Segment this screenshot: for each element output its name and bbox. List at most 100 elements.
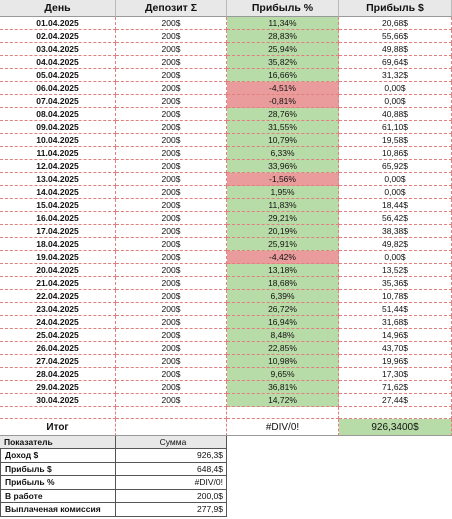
data-row: 24.04.2025 200$ 16,94% 31,68$	[0, 316, 452, 329]
profit-amount: 31,68$	[339, 316, 452, 329]
date: 24.04.2025	[0, 316, 116, 329]
data-row: 29.04.2025 200$ 36,81% 71,62$	[0, 381, 452, 394]
profit-amount: 0,00$	[339, 82, 452, 95]
deposit: 200$	[116, 355, 227, 368]
column-header: День	[0, 0, 116, 17]
profit-percent: 26,72%	[227, 303, 339, 316]
deposit: 200$	[116, 277, 227, 290]
data-row: 17.04.2025 200$ 20,19% 38,38$	[0, 225, 452, 238]
date: 22.04.2025	[0, 290, 116, 303]
summary-row: Доход $926,3$	[0, 449, 227, 463]
data-row: 20.04.2025 200$ 13,18% 13,52$	[0, 264, 452, 277]
deposit: 200$	[116, 316, 227, 329]
data-row: 01.04.2025 200$ 11,34% 20,68$	[0, 17, 452, 30]
profit-percent: -4,42%	[227, 251, 339, 264]
profit-percent: 6,33%	[227, 147, 339, 160]
profit-amount: 31,32$	[339, 69, 452, 82]
data-row: 10.04.2025 200$ 10,79% 19,58$	[0, 134, 452, 147]
deposit: 200$	[116, 186, 227, 199]
profit-amount: 69,64$	[339, 56, 452, 69]
profit-amount: 14,96$	[339, 329, 452, 342]
profit-amount: 38,38$	[339, 225, 452, 238]
data-row: 02.04.2025 200$ 28,83% 55,66$	[0, 30, 452, 43]
profit-percent: 16,66%	[227, 69, 339, 82]
date: 01.04.2025	[0, 17, 116, 30]
profit-amount: 10,78$	[339, 290, 452, 303]
deposit: 200$	[116, 56, 227, 69]
date: 04.04.2025	[0, 56, 116, 69]
deposit: 200$	[116, 30, 227, 43]
date: 30.04.2025	[0, 394, 116, 407]
total-profit: 926,3400$	[339, 419, 452, 436]
data-row: 30.04.2025 200$ 14,72% 27,44$	[0, 394, 452, 407]
profit-amount: 13,52$	[339, 264, 452, 277]
deposit: 200$	[116, 199, 227, 212]
profit-percent: 28,76%	[227, 108, 339, 121]
data-row: 23.04.2025 200$ 26,72% 51,44$	[0, 303, 452, 316]
column-header: Депозит Σ	[116, 0, 227, 17]
deposit: 200$	[116, 173, 227, 186]
summary-row: Прибыль % #DIV/0!	[0, 476, 227, 490]
date: 23.04.2025	[0, 303, 116, 316]
date: 29.04.2025	[0, 381, 116, 394]
data-row: 15.04.2025 200$ 11,83% 18,44$	[0, 199, 452, 212]
deposit: 200$	[116, 303, 227, 316]
deposit: 200$	[116, 342, 227, 355]
deposit: 200$	[116, 95, 227, 108]
profit-amount: 0,00$	[339, 186, 452, 199]
data-row: 28.04.2025 200$ 9,65% 17,30$	[0, 368, 452, 381]
date: 07.04.2025	[0, 95, 116, 108]
deposit: 200$	[116, 134, 227, 147]
summary-label: Выплаченая комиссия	[1, 503, 116, 517]
data-row: 18.04.2025 200$ 25,91% 49,82$	[0, 238, 452, 251]
data-row: 09.04.2025 200$ 31,55% 61,10$	[0, 121, 452, 134]
profit-percent: -1,56%	[227, 173, 339, 186]
deposit: 200$	[116, 290, 227, 303]
profit-amount: 19,96$	[339, 355, 452, 368]
profit-percent: 35,82%	[227, 56, 339, 69]
deposit: 200$	[116, 329, 227, 342]
profit-amount: 20,68$	[339, 17, 452, 30]
deposit: 200$	[116, 368, 227, 381]
summary-value: #DIV/0!	[116, 476, 227, 490]
date: 12.04.2025	[0, 160, 116, 173]
date: 09.04.2025	[0, 121, 116, 134]
date: 11.04.2025	[0, 147, 116, 160]
data-row: 12.04.2025 200$ 33,96% 65,92$	[0, 160, 452, 173]
empty-row	[0, 407, 452, 419]
summary-value: 277,9$	[116, 503, 227, 517]
data-row: 11.04.2025 200$ 6,33% 10,86$	[0, 147, 452, 160]
data-row: 13.04.2025 200$ -1,56% 0,00$	[0, 173, 452, 186]
profit-percent: 36,81%	[227, 381, 339, 394]
deposit: 200$	[116, 212, 227, 225]
summary-label: Прибыль $	[1, 462, 116, 476]
profit-amount: 71,62$	[339, 381, 452, 394]
date: 25.04.2025	[0, 329, 116, 342]
profit-amount: 35,36$	[339, 277, 452, 290]
profit-percent: 11,83%	[227, 199, 339, 212]
total-label: Итог	[0, 419, 116, 436]
total-row: Итог #DIV/0! 926,3400$	[0, 419, 452, 436]
date: 15.04.2025	[0, 199, 116, 212]
profit-percent: 6,39%	[227, 290, 339, 303]
empty-cell	[227, 407, 339, 419]
profit-percent: 1,95%	[227, 186, 339, 199]
profit-percent: 10,79%	[227, 134, 339, 147]
profit-percent: 33,96%	[227, 160, 339, 173]
empty-cell	[339, 407, 452, 419]
profit-percent: 28,83%	[227, 30, 339, 43]
profit-amount: 0,00$	[339, 251, 452, 264]
deposit: 200$	[116, 108, 227, 121]
data-row: 07.04.2025 200$ -0,81% 0,00$	[0, 95, 452, 108]
profit-percent: 25,94%	[227, 43, 339, 56]
deposit: 200$	[116, 225, 227, 238]
deposit: 200$	[116, 69, 227, 82]
summary-header: Показатель Сумма	[0, 436, 227, 449]
summary-column-header: Показатель	[0, 436, 116, 449]
profit-percent: 20,19%	[227, 225, 339, 238]
profit-percent: 9,65%	[227, 368, 339, 381]
summary-label: Прибыль %	[1, 476, 116, 490]
date: 21.04.2025	[0, 277, 116, 290]
date: 16.04.2025	[0, 212, 116, 225]
